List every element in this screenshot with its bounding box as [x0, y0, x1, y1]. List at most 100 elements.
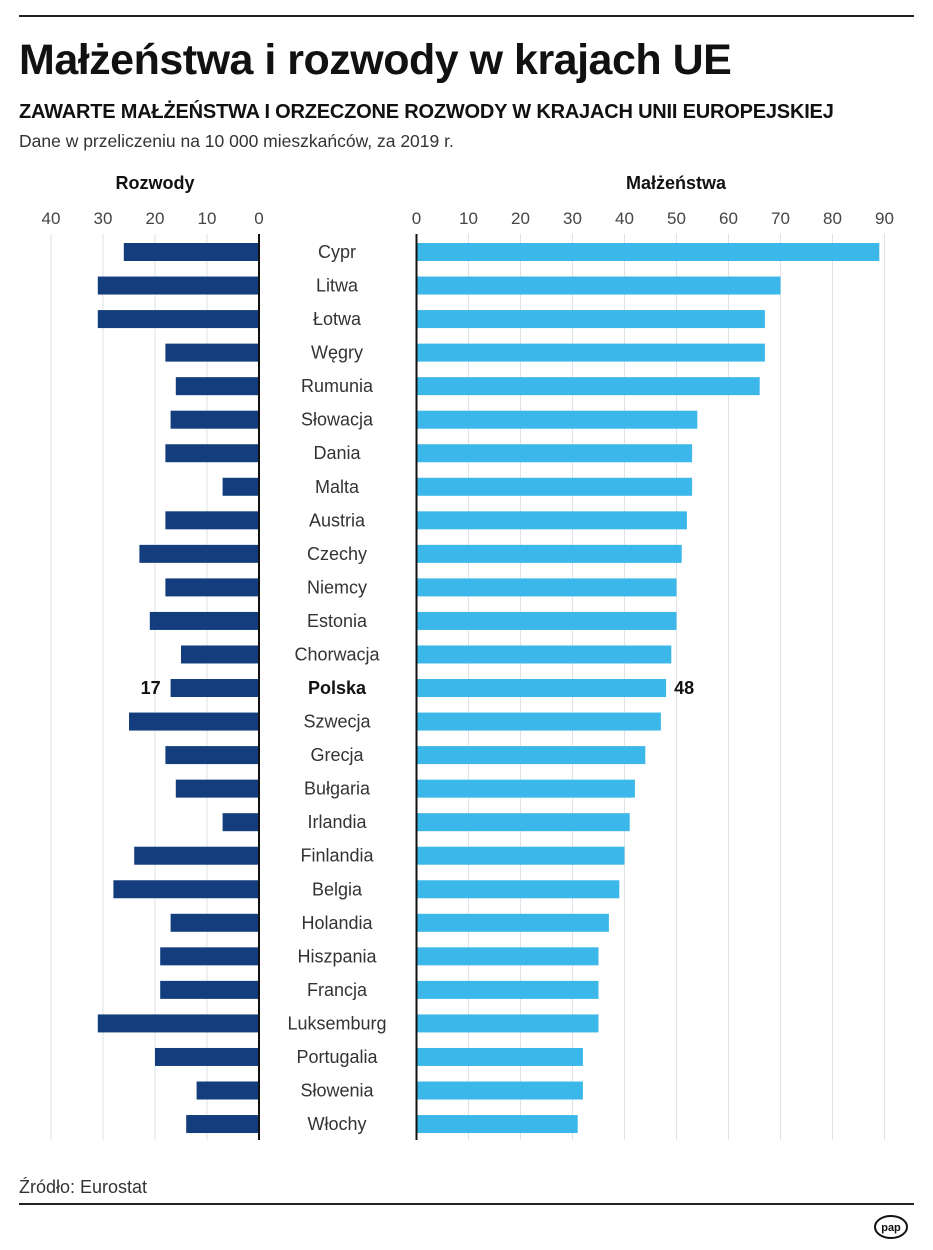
marriage-bar: [416, 712, 661, 731]
right-tick-label: 40: [615, 209, 634, 228]
right-tick-label: 20: [511, 209, 530, 228]
marriage-bar: [416, 1115, 578, 1134]
marriage-bar: [416, 444, 693, 463]
left-tick-label: 30: [94, 209, 113, 228]
left-tick-label: 0: [254, 209, 263, 228]
country-label: Włochy: [307, 1114, 366, 1134]
country-label: Cypr: [318, 242, 356, 262]
marriage-bar: [416, 544, 682, 563]
country-label: Węgry: [311, 343, 363, 363]
divorce-bar: [196, 1081, 259, 1100]
country-label: Słowenia: [300, 1081, 374, 1101]
right-tick-label: 50: [667, 209, 686, 228]
marriage-bar: [416, 746, 646, 765]
country-label: Austria: [309, 510, 366, 530]
right-tick-label: 60: [719, 209, 738, 228]
marriage-bar: [416, 243, 880, 261]
divorce-bar: [97, 1014, 259, 1033]
right-panel-title: Małżeństwa: [626, 173, 727, 193]
marriage-bar: [416, 980, 599, 999]
marriage-bar: [416, 377, 760, 396]
divorce-bar: [97, 310, 259, 329]
country-label: Luksemburg: [287, 1013, 386, 1033]
country-label: Czechy: [307, 544, 367, 564]
divorce-bar: [97, 276, 259, 295]
divorce-bar: [165, 444, 259, 463]
divorce-bar: [181, 645, 259, 664]
bottom-rule: [19, 1203, 914, 1205]
country-label: Belgia: [312, 879, 363, 899]
country-label: Dania: [313, 443, 361, 463]
divorce-value-label: 17: [141, 678, 161, 698]
marriage-bar: [416, 276, 781, 295]
divorce-bar: [165, 746, 259, 765]
divorce-bar: [155, 1047, 259, 1066]
right-tick-label: 0: [412, 209, 421, 228]
country-label: Bułgaria: [304, 779, 371, 799]
divorce-bar: [222, 813, 259, 832]
right-tick-label: 70: [771, 209, 790, 228]
marriage-bar: [416, 343, 765, 362]
divorce-bar: [160, 980, 259, 999]
right-tick-label: 90: [875, 209, 894, 228]
marriage-bar: [416, 511, 687, 530]
marriage-bar: [416, 410, 698, 429]
country-label: Grecja: [310, 745, 364, 765]
pap-logo-icon: pap: [874, 1215, 908, 1239]
divorce-bar: [165, 343, 259, 362]
country-label: Szwecja: [303, 712, 371, 732]
divorce-bar: [175, 779, 259, 798]
country-label: Estonia: [307, 611, 368, 631]
divorce-bar: [139, 544, 259, 563]
svg-text:pap: pap: [881, 1222, 901, 1234]
divorce-bar: [165, 578, 259, 597]
marriage-bar: [416, 813, 630, 832]
page-title: Małżeństwa i rozwody w krajach UE: [19, 36, 732, 84]
country-label: Łotwa: [313, 309, 362, 329]
country-label: Holandia: [301, 913, 373, 933]
divorce-bar: [113, 880, 260, 899]
divorce-bar: [165, 511, 259, 530]
country-label: Malta: [315, 477, 360, 497]
chart-subtitle: ZAWARTE MAŁŻEŃSTWA I ORZECZONE ROZWODY W…: [19, 101, 834, 123]
country-label: Polska: [308, 678, 367, 698]
marriage-bar: [416, 1014, 599, 1033]
divorce-bar: [134, 846, 259, 865]
marriage-bar: [416, 1081, 583, 1100]
left-tick-label: 10: [198, 209, 217, 228]
divorce-bar: [160, 947, 259, 966]
country-label: Rumunia: [301, 376, 374, 396]
marriage-bar: [416, 477, 693, 496]
marriage-bar: [416, 846, 625, 865]
marriage-value-label: 48: [674, 678, 694, 698]
divorce-bar: [170, 679, 259, 698]
marriage-bar: [416, 947, 599, 966]
marriage-bar: [416, 779, 635, 798]
country-label: Niemcy: [307, 577, 367, 597]
marriage-bar: [416, 880, 620, 899]
country-label: Finlandia: [300, 846, 374, 866]
marriage-bar: [416, 611, 677, 630]
left-tick-label: 20: [146, 209, 165, 228]
divorce-bar: [149, 611, 259, 630]
divorce-bar: [170, 913, 259, 932]
divorce-bar: [129, 712, 259, 731]
country-label: Chorwacja: [294, 644, 380, 664]
source-note: Źródło: Eurostat: [19, 1177, 148, 1197]
country-label: Słowacja: [301, 410, 374, 430]
marriage-bar: [416, 310, 765, 329]
divorce-bar: [175, 377, 259, 396]
chart-note: Dane w przeliczeniu na 10 000 mieszkańcó…: [19, 131, 454, 151]
left-panel-title: Rozwody: [116, 173, 195, 193]
country-label: Portugalia: [296, 1047, 378, 1067]
left-tick-label: 40: [42, 209, 61, 228]
country-label: Irlandia: [307, 812, 367, 832]
divorce-bar: [170, 410, 259, 429]
butterfly-bar-chart: Rozwody Małżeństwa 40 30 20 10 0 0 10 20 30 40 50 60 7…: [42, 173, 894, 1140]
country-label: Francja: [307, 980, 368, 1000]
marriage-bar: [416, 578, 677, 597]
divorce-bar: [222, 477, 259, 496]
country-label: Litwa: [316, 276, 359, 296]
divorce-bar: [186, 1115, 259, 1134]
divorce-bar: [123, 243, 259, 261]
